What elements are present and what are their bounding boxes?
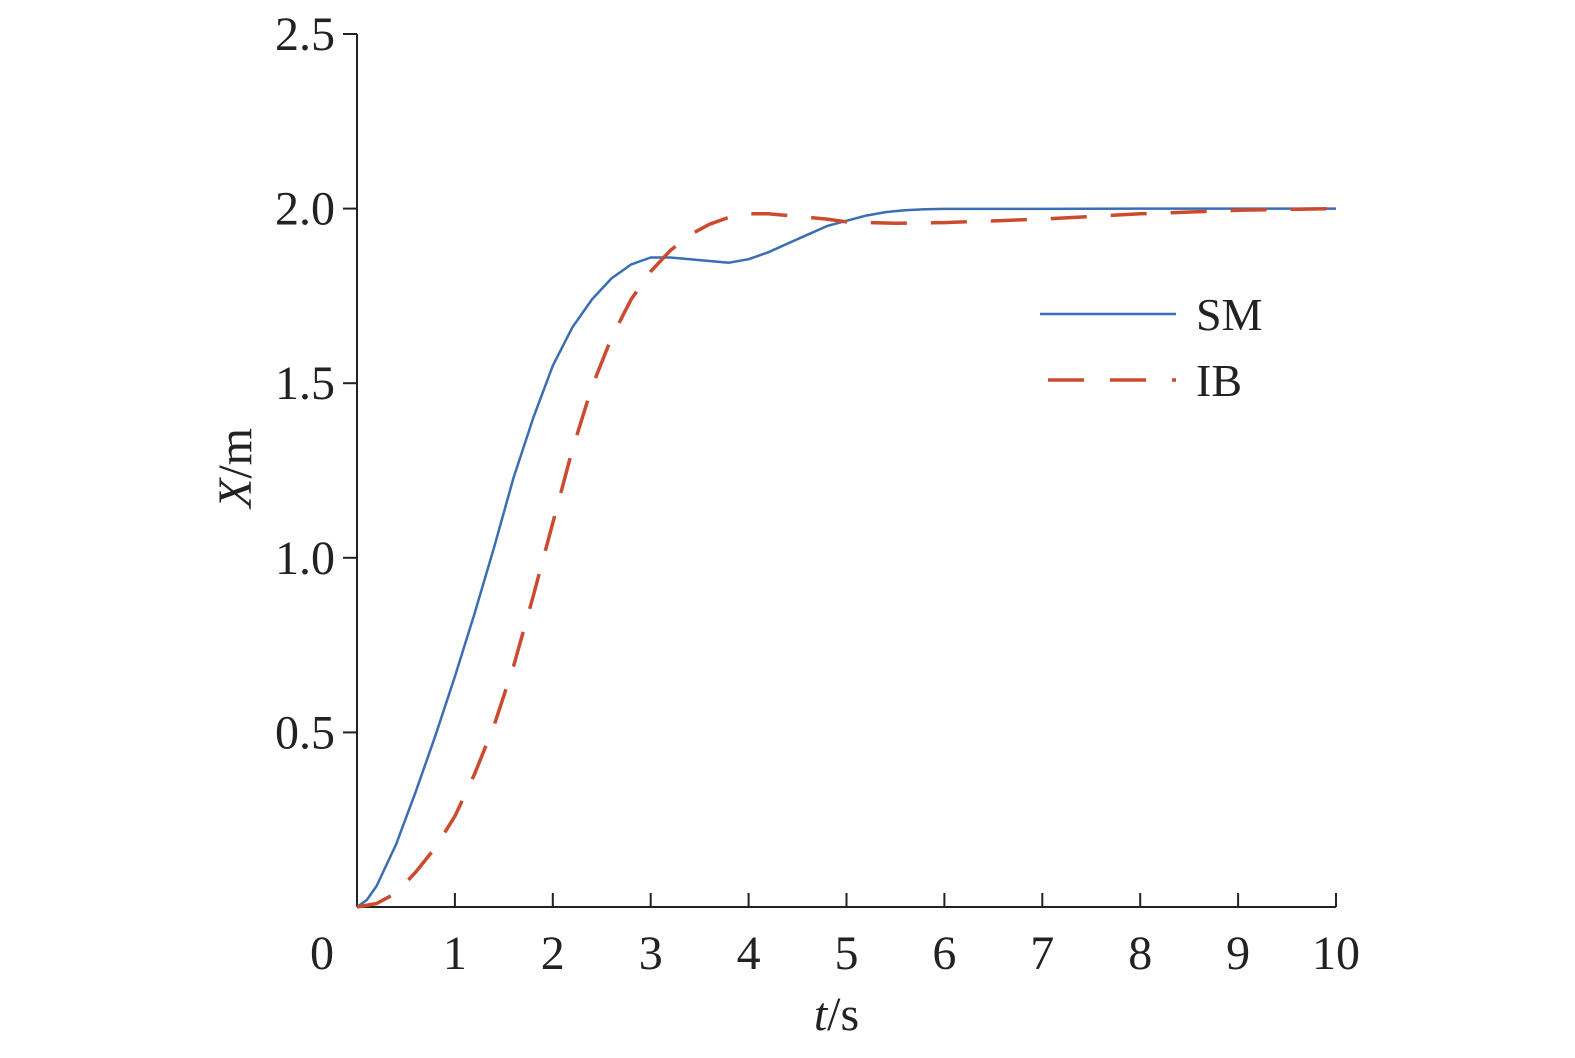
legend: SM IB [1040,289,1262,406]
x-tick-label: 3 [639,927,663,980]
x-tick-label: 7 [1030,927,1054,980]
series-lines [356,206,1337,909]
x-tick-label: 9 [1226,927,1250,980]
x-tick-label: 6 [932,927,956,980]
series-line-ib [356,206,1337,909]
series-line-sm [356,207,1336,909]
y-axis-label: X/m [209,428,262,510]
axis-labels: t/s X/m [209,428,859,1041]
axes: 0.5 1.0 1.5 2.0 2.5 0 1 2 3 4 5 6 7 8 9 10 [275,8,1360,980]
legend-label-sm: SM [1196,289,1262,340]
x-tick-label: 8 [1128,927,1152,980]
y-tick-label: 2.0 [275,183,335,236]
x-tick-label: 1 [443,927,467,980]
y-tick-label: 1.0 [275,532,335,585]
y-tick-label: 2.5 [275,8,335,61]
x-tick-label: 0 [310,927,334,980]
x-tick-label: 5 [835,927,859,980]
x-axis-label: t/s [814,988,859,1041]
y-tick-label: 1.5 [275,357,335,410]
y-tick-label: 0.5 [275,706,335,759]
x-tick-label: 10 [1312,927,1360,980]
x-tick-label: 2 [541,927,565,980]
legend-label-ib: IB [1196,355,1242,406]
x-tick-label: 4 [737,927,761,980]
